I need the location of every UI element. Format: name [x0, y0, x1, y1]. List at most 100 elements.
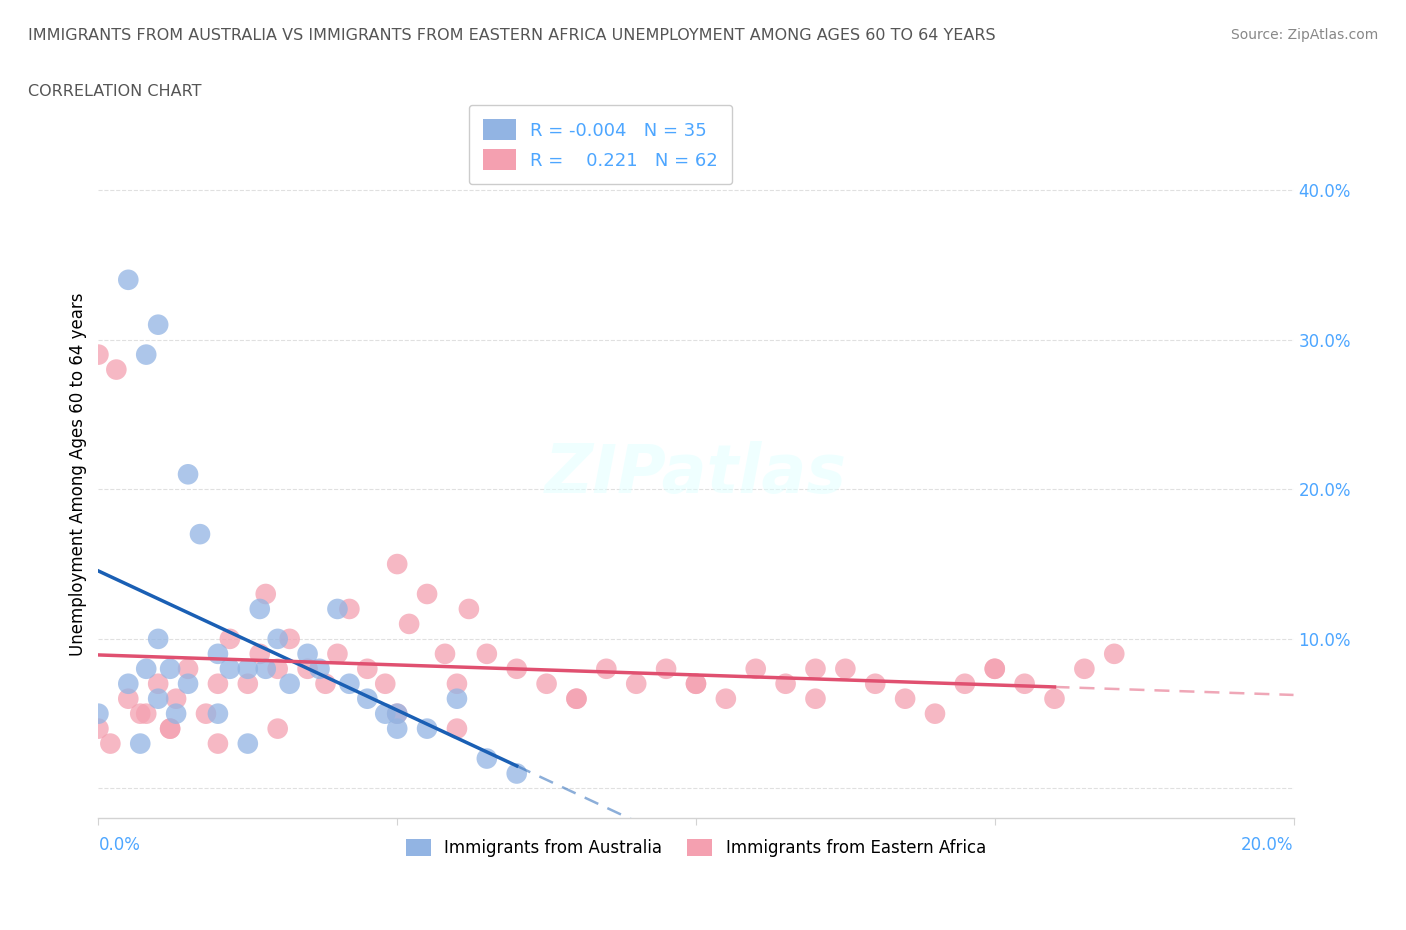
- Point: [188, 526, 211, 541]
- Point: [87, 347, 110, 362]
- Point: [745, 661, 768, 676]
- Point: [159, 661, 181, 676]
- Point: [714, 691, 737, 706]
- Text: 0.0%: 0.0%: [98, 836, 141, 855]
- Point: [374, 676, 396, 691]
- Point: [339, 602, 361, 617]
- Point: [278, 676, 301, 691]
- Point: [475, 751, 498, 766]
- Y-axis label: Unemployment Among Ages 60 to 64 years: Unemployment Among Ages 60 to 64 years: [69, 293, 87, 656]
- Point: [385, 706, 409, 721]
- Point: [117, 676, 139, 691]
- Point: [416, 587, 439, 602]
- Point: [117, 272, 139, 287]
- Point: [416, 721, 439, 736]
- Point: [219, 631, 242, 646]
- Point: [865, 676, 887, 691]
- Point: [129, 706, 152, 721]
- Point: [177, 676, 200, 691]
- Point: [804, 661, 827, 676]
- Point: [1043, 691, 1066, 706]
- Point: [326, 602, 349, 617]
- Point: [207, 646, 229, 661]
- Point: [984, 661, 1007, 676]
- Point: [315, 676, 337, 691]
- Point: [105, 362, 128, 377]
- Point: [626, 676, 648, 691]
- Point: [87, 706, 110, 721]
- Point: [148, 691, 170, 706]
- Point: [98, 737, 122, 751]
- Point: [87, 721, 110, 736]
- Text: CORRELATION CHART: CORRELATION CHART: [28, 84, 201, 99]
- Point: [159, 721, 181, 736]
- Point: [685, 676, 707, 691]
- Point: [655, 661, 678, 676]
- Point: [207, 676, 229, 691]
- Point: [356, 691, 378, 706]
- Point: [398, 617, 420, 631]
- Point: [267, 661, 290, 676]
- Point: [297, 661, 319, 676]
- Point: [219, 661, 242, 676]
- Point: [236, 661, 259, 676]
- Point: [135, 347, 157, 362]
- Point: [894, 691, 917, 706]
- Point: [775, 676, 797, 691]
- Point: [924, 706, 946, 721]
- Point: [326, 646, 349, 661]
- Point: [165, 691, 187, 706]
- Point: [1073, 661, 1095, 676]
- Point: [834, 661, 856, 676]
- Point: [207, 737, 229, 751]
- Point: [984, 661, 1007, 676]
- Legend: Immigrants from Australia, Immigrants from Eastern Africa: Immigrants from Australia, Immigrants fr…: [398, 830, 994, 865]
- Point: [236, 737, 259, 751]
- Point: [308, 661, 330, 676]
- Point: [385, 721, 409, 736]
- Point: [446, 721, 468, 736]
- Point: [434, 646, 457, 661]
- Point: [159, 721, 181, 736]
- Point: [385, 706, 409, 721]
- Point: [1014, 676, 1036, 691]
- Point: [1104, 646, 1126, 661]
- Point: [374, 706, 396, 721]
- Point: [254, 587, 277, 602]
- Text: ZIPatlas: ZIPatlas: [546, 442, 846, 507]
- Point: [267, 721, 290, 736]
- Point: [254, 661, 277, 676]
- Point: [297, 646, 319, 661]
- Point: [195, 706, 218, 721]
- Point: [177, 661, 200, 676]
- Point: [506, 661, 529, 676]
- Point: [536, 676, 558, 691]
- Point: [595, 661, 617, 676]
- Point: [356, 661, 378, 676]
- Point: [278, 631, 301, 646]
- Point: [953, 676, 976, 691]
- Point: [446, 676, 468, 691]
- Point: [804, 691, 827, 706]
- Point: [249, 646, 271, 661]
- Point: [177, 467, 200, 482]
- Point: [135, 706, 157, 721]
- Point: [385, 557, 409, 572]
- Point: [236, 676, 259, 691]
- Point: [446, 691, 468, 706]
- Point: [165, 706, 187, 721]
- Point: [565, 691, 588, 706]
- Point: [249, 602, 271, 617]
- Point: [207, 706, 229, 721]
- Point: [685, 676, 707, 691]
- Point: [129, 737, 152, 751]
- Point: [458, 602, 481, 617]
- Point: [565, 691, 588, 706]
- Point: [135, 661, 157, 676]
- Point: [475, 646, 498, 661]
- Point: [339, 676, 361, 691]
- Point: [267, 631, 290, 646]
- Point: [148, 317, 170, 332]
- Point: [148, 676, 170, 691]
- Point: [148, 631, 170, 646]
